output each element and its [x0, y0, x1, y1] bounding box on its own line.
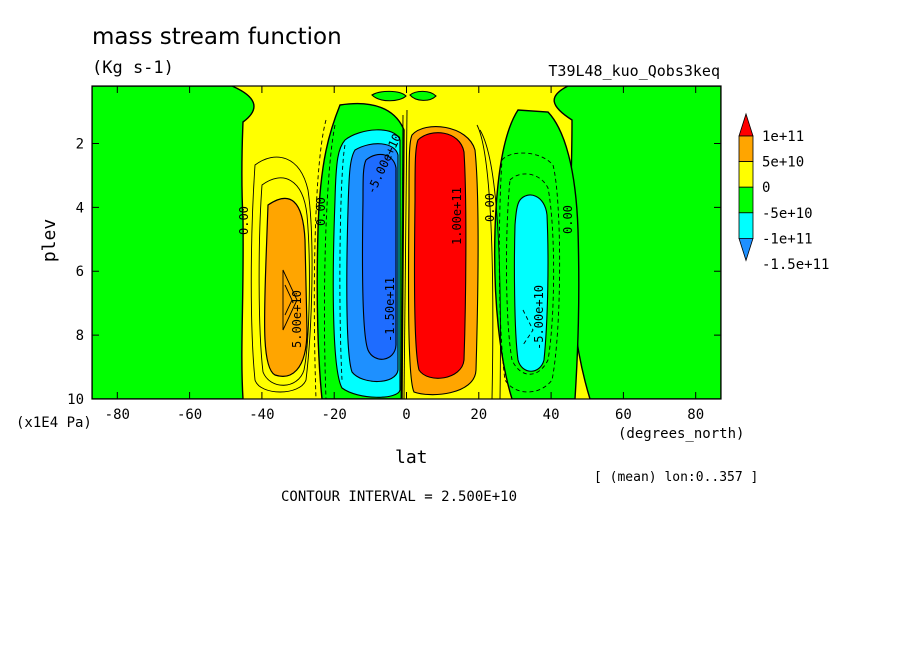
y-axis-units: (x1E4 Pa) — [16, 415, 92, 431]
nh-positive-cell-core — [413, 132, 467, 379]
top-equatorial-blob — [409, 90, 437, 101]
y-axis-ticks — [92, 142, 721, 400]
contour-label: 1.00e+11 — [450, 187, 464, 245]
legend-swatch — [738, 161, 754, 188]
chart-units: (Kg s-1) — [92, 58, 174, 78]
averaging-note: [ (mean) lon:0..357 ] — [594, 470, 759, 485]
legend-swatch — [738, 212, 754, 239]
top-polar-blob — [371, 90, 407, 102]
sh-negative-cell-core — [361, 153, 397, 360]
color-legend: 1e+11 5e+10 0 -5e+10 -1e+11 -1.5e+11 — [738, 112, 829, 273]
chart-title: mass stream function — [92, 24, 342, 50]
contour-label: -5.00e+10 — [532, 285, 546, 350]
x-tick-label: 60 — [615, 407, 632, 423]
contour-lines — [250, 109, 561, 399]
run-label: T39L48_kuo_Qobs3keq — [548, 62, 720, 80]
shading-layer — [92, 86, 721, 399]
legend-swatch — [738, 135, 754, 163]
legend-arrow-low — [738, 237, 754, 262]
legend-label: 0 — [762, 180, 770, 196]
contour-label: 5.00e+10 — [290, 290, 304, 348]
contour-label: 0.00 — [237, 206, 251, 235]
y-tick-label: 10 — [67, 392, 84, 408]
sh-negative-region — [92, 86, 255, 399]
y-tick-label: 2 — [76, 136, 84, 152]
contour-label: 0.00 — [314, 197, 328, 226]
y-tick-label: 8 — [76, 328, 84, 344]
x-tick-label: -20 — [322, 407, 347, 423]
legend-label: -1e+11 — [762, 231, 813, 247]
contour-label: 0.00 — [483, 193, 497, 222]
contour-interval-note: CONTOUR INTERVAL = 2.500E+10 — [281, 489, 518, 505]
y-tick-labels: 2 4 6 8 10 — [67, 136, 84, 408]
y-tick-label: 4 — [76, 200, 84, 216]
x-tick-label: -60 — [177, 407, 202, 423]
nh-negative-region — [553, 86, 721, 399]
x-tick-label: 20 — [470, 407, 487, 423]
legend-label: 5e+10 — [762, 155, 804, 171]
x-axis-ticks — [116, 86, 697, 399]
y-tick-label: 6 — [76, 264, 84, 280]
x-axis-units: (degrees_north) — [618, 426, 745, 442]
x-tick-label: 40 — [543, 407, 560, 423]
nh-subtropical-cell-core — [513, 194, 549, 372]
y-axis-label: plev — [39, 218, 61, 263]
x-tick-label: 0 — [402, 407, 410, 423]
x-tick-label: -40 — [249, 407, 274, 423]
x-tick-labels: -80 -60 -40 -20 0 20 40 60 80 — [105, 407, 704, 423]
x-axis-label: lat — [395, 447, 428, 468]
contour-label: 0.00 — [561, 205, 575, 234]
legend-label: 1e+11 — [762, 129, 804, 145]
x-tick-label: -80 — [105, 407, 130, 423]
legend-label: -5e+10 — [762, 206, 813, 222]
legend-label: -1.5e+11 — [762, 257, 829, 273]
legend-arrow-high — [738, 112, 754, 137]
legend-swatch — [738, 186, 754, 214]
x-tick-label: 80 — [687, 407, 704, 423]
contour-label: -1.50e+11 — [383, 277, 397, 342]
